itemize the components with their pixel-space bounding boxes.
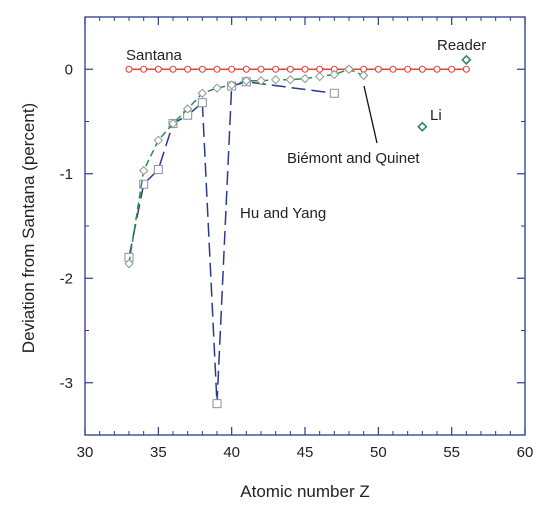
point-bi-mont-and-quinet [358, 70, 369, 81]
point-santana [462, 65, 470, 73]
point-bi-mont-and-quinet [182, 104, 193, 114]
point-bi-mont-and-quinet [197, 88, 208, 98]
point-santana [316, 65, 324, 73]
point-bi-mont-and-quinet [344, 64, 354, 74]
point-hu-and-yang [139, 179, 149, 189]
point-hu-and-yang [212, 399, 222, 409]
point-hu-and-yang [197, 98, 207, 108]
point-li [417, 121, 428, 132]
point-bi-mont-and-quinet [329, 69, 340, 80]
point-bi-mont-and-quinet [124, 258, 134, 269]
point-santana [198, 65, 206, 73]
point-santana [154, 65, 162, 73]
point-santana [301, 65, 309, 73]
point-santana [418, 65, 426, 73]
point-hu-and-yang [153, 165, 163, 175]
label-reader: Reader [437, 37, 486, 54]
x-tick-label: 55 [443, 444, 460, 461]
point-santana [374, 65, 382, 73]
x-tick-label: 50 [370, 444, 387, 461]
point-santana [140, 65, 148, 73]
x-tick-label: 45 [297, 444, 314, 461]
biemont-leader-line [363, 85, 378, 144]
x-tick-label: 40 [223, 444, 240, 461]
point-santana [169, 65, 177, 73]
point-santana [213, 65, 221, 73]
x-axis-title: Atomic number Z [240, 482, 369, 501]
series-line-hu-and-yang [128, 81, 335, 404]
label-santana: Santana [126, 47, 183, 64]
point-bi-mont-and-quinet [226, 80, 237, 90]
point-bi-mont-and-quinet [212, 83, 222, 93]
y-tick-label: -1 [60, 166, 73, 183]
point-bi-mont-and-quinet [314, 71, 325, 82]
point-hu-and-yang [329, 88, 339, 98]
point-bi-mont-and-quinet [300, 73, 310, 84]
y-tick-label: -2 [60, 270, 73, 287]
label-biemont-quinet: Biémont and Quinet [287, 150, 420, 167]
y-tick-label: -3 [60, 375, 73, 392]
point-santana [242, 65, 250, 73]
point-santana [404, 65, 412, 73]
x-tick-label: 35 [150, 444, 167, 461]
point-santana [448, 65, 456, 73]
point-santana [272, 65, 280, 73]
label-li: Li [430, 107, 442, 124]
point-santana [184, 65, 192, 73]
plot-layer: 30 35 40 45 50 55 60 -3 -2 -1 0 [60, 16, 534, 461]
point-bi-mont-and-quinet [138, 165, 149, 176]
point-santana [228, 65, 236, 73]
point-bi-mont-and-quinet [168, 118, 178, 129]
point-santana [286, 65, 294, 73]
point-reader [461, 54, 472, 65]
point-bi-mont-and-quinet [153, 135, 164, 146]
point-bi-mont-and-quinet [270, 74, 281, 85]
point-bi-mont-and-quinet [285, 74, 296, 85]
point-santana [257, 65, 265, 73]
x-tick-label: 30 [77, 444, 94, 461]
point-santana [433, 65, 441, 73]
point-bi-mont-and-quinet [241, 76, 252, 86]
x-tick-label: 60 [517, 444, 534, 461]
y-tick-label: 0 [65, 61, 73, 78]
point-santana [125, 65, 133, 73]
y-axis-title: Deviation from Santana (percent) [19, 103, 38, 353]
label-hu-yang: Hu and Yang [240, 205, 326, 222]
point-bi-mont-and-quinet [256, 76, 266, 86]
point-santana [389, 65, 397, 73]
label-layer: Atomic number Z Deviation from Santana (… [19, 37, 486, 501]
